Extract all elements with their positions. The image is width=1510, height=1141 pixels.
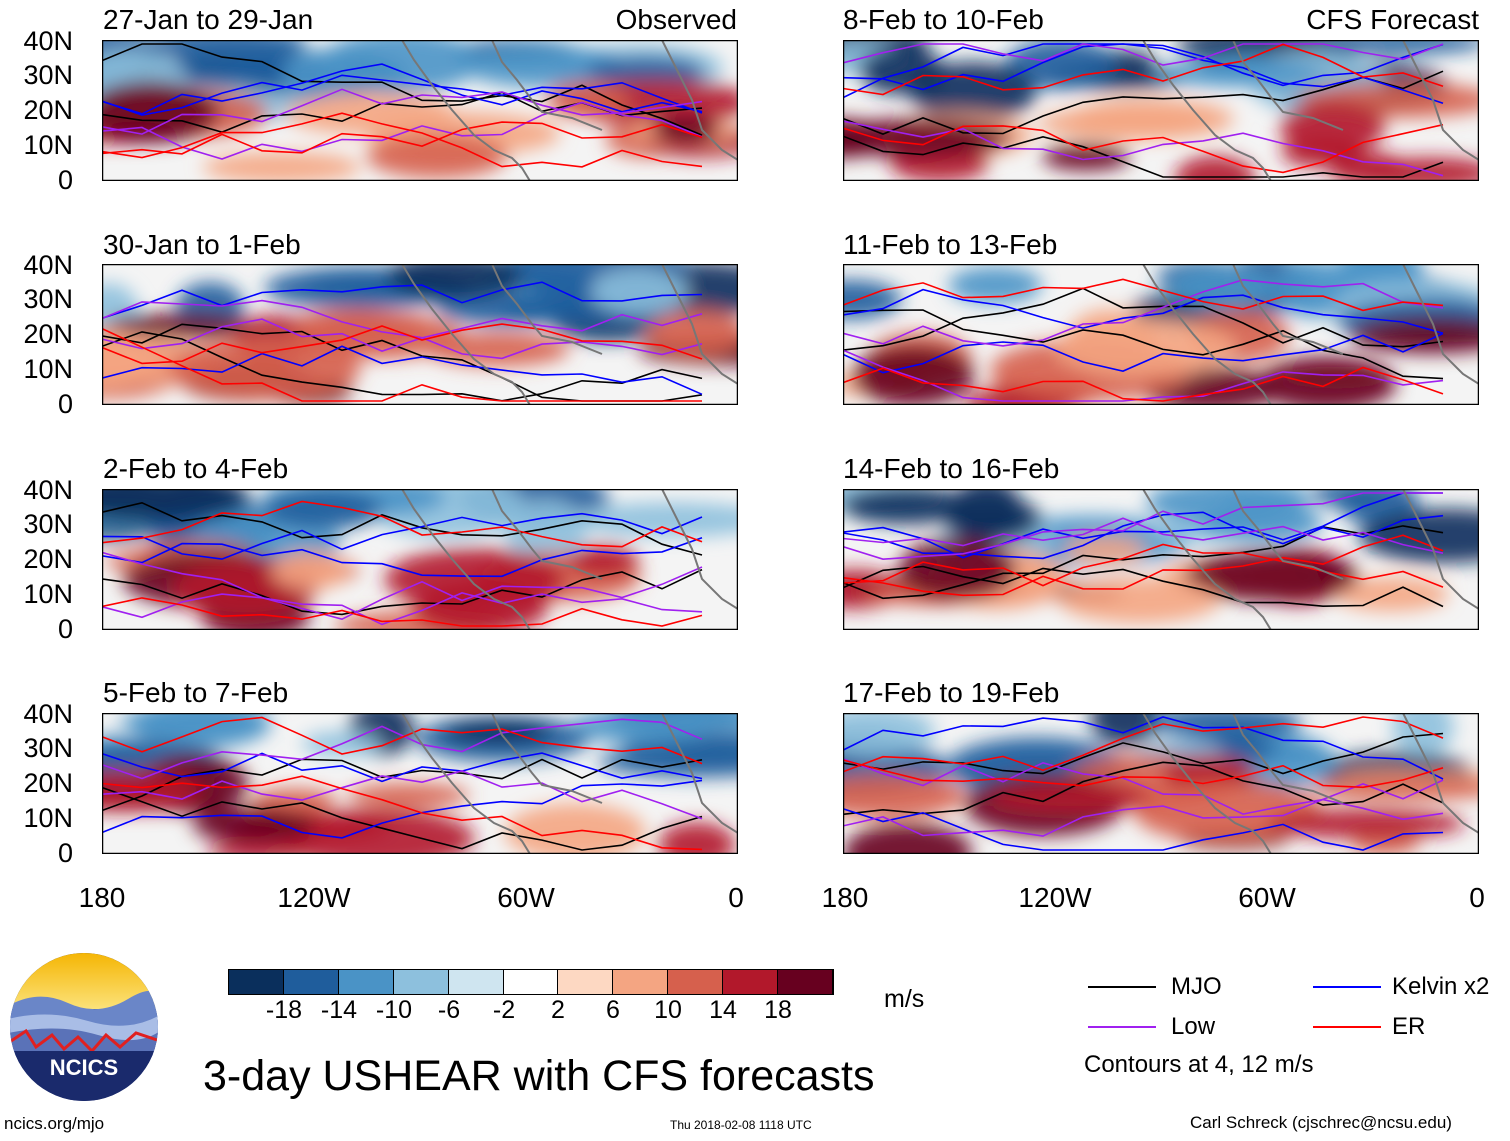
lat-tick: 20N — [23, 544, 73, 574]
timestamp: Thu 2018-02-08 1118 UTC — [670, 1118, 812, 1132]
lat-tick: 0 — [57, 165, 73, 195]
map-canvas — [102, 489, 738, 630]
lat-tick: 20N — [23, 768, 73, 798]
colorbar-swatch — [668, 970, 724, 994]
colorbar-tick: -14 — [320, 996, 358, 1024]
lat-tick: 20N — [23, 95, 73, 125]
legend-label-kelvin: Kelvin x2 — [1392, 973, 1490, 1000]
map-canvas — [843, 40, 1479, 181]
lon-tick-right-120w: 120W — [1018, 882, 1092, 913]
colorbar-swatch — [338, 970, 394, 994]
map-panel-observed-3 — [102, 489, 738, 630]
lat-tick: 10N — [23, 354, 73, 384]
colorbar-tick: 18 — [764, 996, 792, 1024]
map-canvas — [102, 40, 738, 181]
colorbar-swatch — [723, 970, 779, 994]
observed-label: Observed — [615, 4, 737, 35]
colorbar-swatch — [448, 970, 504, 994]
panel-title-right-1: 8-Feb to 10-Feb — [843, 4, 1044, 35]
cfs-forecast-label: CFS Forecast — [1306, 4, 1479, 35]
colorbar — [228, 969, 834, 995]
lat-tick: 20N — [23, 319, 73, 349]
map-panel-observed-4 — [102, 713, 738, 854]
legend-line-kelvin — [1313, 986, 1381, 988]
legend-label-low: Low — [1171, 1013, 1216, 1040]
lat-tick: 30N — [23, 733, 73, 763]
lat-tick: 0 — [57, 838, 73, 868]
colorbar-swatch — [778, 970, 833, 994]
colorbar-swatch — [558, 970, 614, 994]
colorbar-swatch — [393, 970, 449, 994]
panel-title-left-3: 2-Feb to 4-Feb — [103, 453, 289, 484]
colorbar-tick: -18 — [265, 996, 303, 1024]
map-canvas — [102, 713, 738, 854]
colorbar-swatch — [283, 970, 339, 994]
map-canvas — [843, 489, 1479, 630]
colorbar-tick: 6 — [606, 996, 620, 1024]
site-link[interactable]: ncics.org/mjo — [4, 1114, 105, 1133]
legend-line-er — [1313, 1026, 1381, 1028]
panel-title-left-2: 30-Jan to 1-Feb — [103, 229, 301, 260]
colorbar-unit: m/s — [884, 985, 925, 1013]
lat-tick: 30N — [23, 509, 73, 539]
map-panel-forecast-3 — [843, 489, 1479, 630]
panel-title-right-4: 17-Feb to 19-Feb — [843, 677, 1060, 708]
figure-title: 3-day USHEAR with CFS forecasts — [203, 1052, 875, 1100]
contours-note: Contours at 4, 12 m/s — [1084, 1051, 1314, 1078]
lon-tick-left-60w: 60W — [497, 882, 555, 913]
lat-tick: 10N — [23, 579, 73, 609]
lat-tick: 0 — [57, 389, 73, 419]
panel-title-left-4: 5-Feb to 7-Feb — [103, 677, 289, 708]
map-canvas — [102, 264, 738, 405]
lat-tick: 30N — [23, 284, 73, 314]
lat-tick: 40N — [23, 475, 73, 505]
lon-tick-left-180: 180 — [78, 882, 126, 913]
lon-tick-left-120w: 120W — [277, 882, 351, 913]
colorbar-swatch — [229, 970, 284, 994]
colorbar-tick: -10 — [375, 996, 413, 1024]
lat-tick: 40N — [23, 250, 73, 280]
map-canvas — [843, 264, 1479, 405]
lat-tick: 40N — [23, 26, 73, 56]
map-panel-observed-1 — [102, 40, 738, 181]
ncics-logo: NCICS — [8, 951, 160, 1103]
lon-tick-right-0: 0 — [1469, 882, 1485, 913]
lon-tick-left-0: 0 — [728, 882, 744, 913]
lat-tick: 30N — [23, 60, 73, 90]
logo-text: NCICS — [50, 1055, 118, 1080]
colorbar-swatch — [613, 970, 669, 994]
legend-label-er: ER — [1392, 1013, 1426, 1040]
colorbar-tick: -6 — [437, 996, 461, 1024]
lon-tick-right-60w: 60W — [1238, 882, 1296, 913]
map-panel-forecast-4 — [843, 713, 1479, 854]
panel-title-right-2: 11-Feb to 13-Feb — [843, 229, 1058, 260]
colorbar-tick: 14 — [709, 996, 737, 1024]
panel-title-right-3: 14-Feb to 16-Feb — [843, 453, 1060, 484]
lat-tick: 10N — [23, 130, 73, 160]
colorbar-tick: 10 — [654, 996, 682, 1024]
legend-line-low — [1088, 1026, 1156, 1028]
colorbar-tick: -2 — [492, 996, 516, 1024]
panel-title-left-1: 27-Jan to 29-Jan — [103, 4, 314, 35]
map-canvas — [843, 713, 1479, 854]
map-panel-forecast-1 — [843, 40, 1479, 181]
legend-label-mjo: MJO — [1171, 973, 1222, 1000]
lat-tick: 0 — [57, 614, 73, 644]
legend-line-mjo — [1088, 986, 1156, 988]
map-panel-observed-2 — [102, 264, 738, 405]
colorbar-tick: 2 — [551, 996, 565, 1024]
map-panel-forecast-2 — [843, 264, 1479, 405]
lon-tick-right-180: 180 — [821, 882, 869, 913]
author-credit: Carl Schreck (cjschrec@ncsu.edu) — [1190, 1113, 1452, 1132]
lat-tick: 40N — [23, 699, 73, 729]
lat-tick: 10N — [23, 803, 73, 833]
colorbar-swatch — [503, 970, 559, 994]
